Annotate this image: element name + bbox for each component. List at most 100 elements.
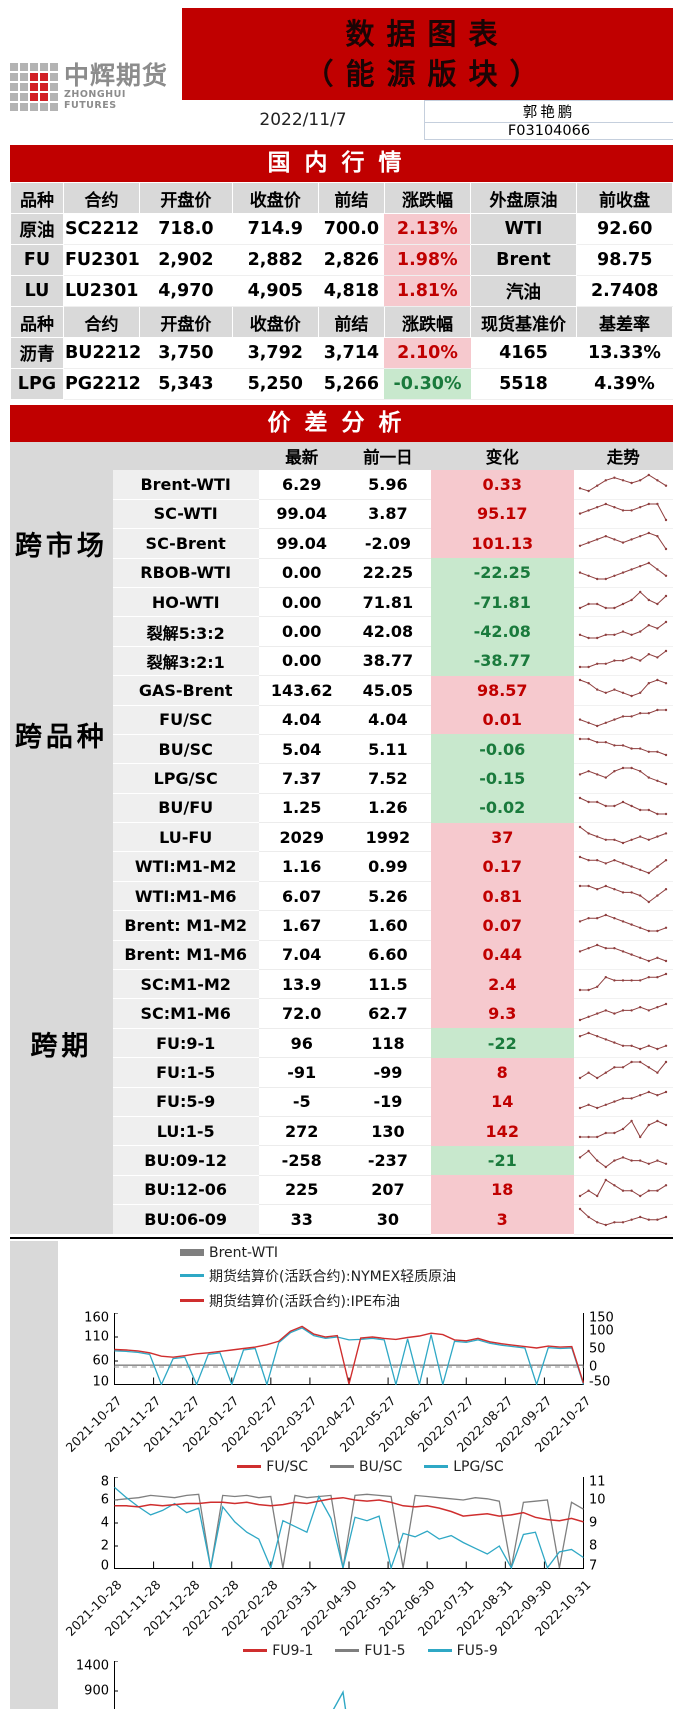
section-banner-domestic: 国内行情 bbox=[10, 145, 673, 182]
spread-row: FU:1-5 -91 -99 8 bbox=[10, 1057, 673, 1088]
product-cell: LU bbox=[10, 275, 64, 307]
previous-cell: 42.08 bbox=[344, 616, 431, 647]
y-tick-label: 2 bbox=[100, 1538, 109, 1554]
spread-row: BU/FU 1.25 1.26 -0.02 bbox=[10, 793, 673, 824]
report-title-line2: （能源版块） bbox=[304, 57, 551, 91]
legend-swatch-icon bbox=[329, 1465, 354, 1469]
trend-sparkline bbox=[579, 943, 668, 963]
latest-cell: 2029 bbox=[258, 822, 345, 853]
latest-cell: 0.00 bbox=[258, 558, 345, 588]
trend-sparkline bbox=[579, 884, 668, 904]
column-header: 收盘价 bbox=[231, 182, 319, 214]
chart-plot bbox=[114, 1312, 585, 1389]
value-cell: 3,792 bbox=[232, 337, 319, 369]
chart-plot-row: 160 110 60 10 150 100 50 0 -50 bbox=[68, 1310, 673, 1389]
change-cell: -42.08 bbox=[430, 616, 574, 647]
spread-analysis-table: 最新 前一日 变化 走势 跨市场 Brent-WTI 6.29 5.96 0.33 SC-WTI 9… bbox=[10, 442, 673, 1235]
spread-name-cell: FU:5-9 bbox=[112, 1087, 259, 1117]
series-FU5-9 bbox=[332, 1689, 347, 1709]
value-cell: 4165 bbox=[470, 337, 577, 369]
previous-cell: 45.05 bbox=[344, 675, 431, 706]
spread-row: HO-WTI 0.00 71.81 -71.81 bbox=[10, 587, 673, 618]
y2-axis-ticks bbox=[584, 1661, 626, 1709]
latest-cell: 6.29 bbox=[258, 470, 345, 500]
column-header: 涨跌幅 bbox=[383, 306, 472, 338]
previous-cell: 0.99 bbox=[344, 851, 431, 882]
column-header: 前一日 bbox=[344, 442, 431, 471]
change-cell: 95.17 bbox=[430, 499, 574, 529]
chart-plot bbox=[114, 1476, 584, 1573]
report-title-line1: 数据图表 bbox=[345, 17, 510, 51]
change-cell: -71.81 bbox=[430, 587, 574, 617]
trend-sparkline bbox=[579, 1149, 668, 1168]
value-cell: 5,266 bbox=[318, 368, 385, 400]
y-axis-ticks: 8 6 4 2 0 bbox=[68, 1474, 114, 1573]
latest-cell: -91 bbox=[258, 1057, 345, 1088]
legend-swatch-icon bbox=[424, 1465, 449, 1469]
series-NYMEX轻质原油 bbox=[114, 1326, 585, 1387]
trend-sparkline-cell bbox=[573, 1204, 673, 1235]
y2-tick-label: 100 bbox=[589, 1323, 614, 1339]
value-cell: 4.39% bbox=[576, 368, 673, 400]
previous-cell: 5.26 bbox=[344, 881, 431, 912]
previous-cell: 207 bbox=[344, 1175, 431, 1206]
previous-cell: 1.60 bbox=[344, 910, 431, 941]
spread-row: FU:5-9 -5 -19 14 bbox=[10, 1087, 673, 1117]
previous-cell: 62.7 bbox=[344, 998, 431, 1029]
series-FU/SC bbox=[114, 1496, 584, 1523]
latest-cell: 96 bbox=[258, 1028, 345, 1059]
legend-item: 期货结算价(活跃合约):NYMEX轻质原油 bbox=[180, 1266, 673, 1286]
latest-cell: 1.25 bbox=[258, 793, 345, 824]
previous-cell: 5.96 bbox=[344, 470, 431, 500]
table-row: FU FU2301 2,902 2,882 2,826 1.98% Brent 98.75 bbox=[10, 244, 673, 276]
trend-sparkline-cell bbox=[573, 675, 673, 706]
chart-plot bbox=[114, 1660, 584, 1709]
legend-item: FU/SC bbox=[237, 1459, 308, 1475]
table-row: 沥青 BU2212 3,750 3,792 3,714 2.10% 4165 13.33% bbox=[10, 337, 673, 369]
trend-sparkline-cell bbox=[573, 528, 673, 559]
previous-cell: 38.77 bbox=[344, 646, 431, 677]
value-cell: 4,905 bbox=[232, 275, 319, 307]
y-tick-label: 0 bbox=[100, 1558, 109, 1574]
legend-item: 期货结算价(活跃合约):IPE布油 bbox=[180, 1291, 673, 1311]
spread-name-cell: SC:M1-M6 bbox=[112, 998, 259, 1029]
previous-cell: -99 bbox=[344, 1057, 431, 1088]
column-header: 品种 bbox=[10, 182, 64, 214]
latest-cell: 5.04 bbox=[258, 734, 345, 765]
trend-sparkline-cell bbox=[573, 705, 673, 735]
domestic-header-row: 品种 合约 开盘价 收盘价 前结 涨跌幅 现货基准价 基差率 bbox=[10, 306, 674, 338]
previous-cell: 3.87 bbox=[344, 499, 431, 530]
change-cell: 3 bbox=[430, 1204, 574, 1235]
column-header: 外盘原油 bbox=[470, 182, 577, 214]
spread-name-cell: GAS-Brent bbox=[112, 675, 259, 706]
trend-sparkline-cell bbox=[573, 646, 673, 677]
trend-sparkline-cell bbox=[573, 851, 673, 882]
value-cell: PG2212 bbox=[63, 368, 140, 400]
trend-sparkline bbox=[579, 826, 668, 845]
trend-sparkline-cell bbox=[573, 822, 673, 853]
group-label-cell: 跨市场 bbox=[10, 470, 113, 617]
legend-label: BU/SC bbox=[358, 1458, 403, 1475]
change-cell: -21 bbox=[430, 1145, 574, 1176]
product-cell: 沥青 bbox=[10, 337, 64, 369]
trend-sparkline bbox=[579, 1002, 668, 1021]
logo-company-name: 中辉期货 bbox=[64, 61, 169, 90]
chart-c3: FU9-1FU1-5FU5-91400900400-100-600-110020… bbox=[68, 1643, 673, 1709]
spread-row: LU-FU 2029 1992 37 bbox=[10, 822, 673, 853]
trend-sparkline-cell bbox=[573, 969, 673, 1000]
value-cell: 13.33% bbox=[576, 337, 673, 369]
analyst-box: 郭艳鹏 F03104066 bbox=[424, 100, 673, 140]
trend-sparkline bbox=[579, 914, 668, 933]
value-cell: WTI bbox=[470, 213, 577, 245]
legend-item: FU9-1 bbox=[243, 1643, 313, 1659]
latest-cell: 0.00 bbox=[258, 587, 345, 618]
value-cell: 714.9 bbox=[232, 213, 319, 245]
change-cell: 9.3 bbox=[430, 998, 574, 1029]
change-cell: -0.06 bbox=[430, 734, 574, 764]
spread-name-cell: SC-WTI bbox=[112, 499, 259, 530]
column-header: 变化 bbox=[430, 442, 574, 471]
latest-cell: 0.00 bbox=[258, 616, 345, 647]
previous-cell: 7.52 bbox=[344, 763, 431, 794]
spread-row: BU:12-06 225 207 18 bbox=[10, 1175, 673, 1206]
spread-row: BU:09-12 -258 -237 -21 bbox=[10, 1145, 673, 1176]
